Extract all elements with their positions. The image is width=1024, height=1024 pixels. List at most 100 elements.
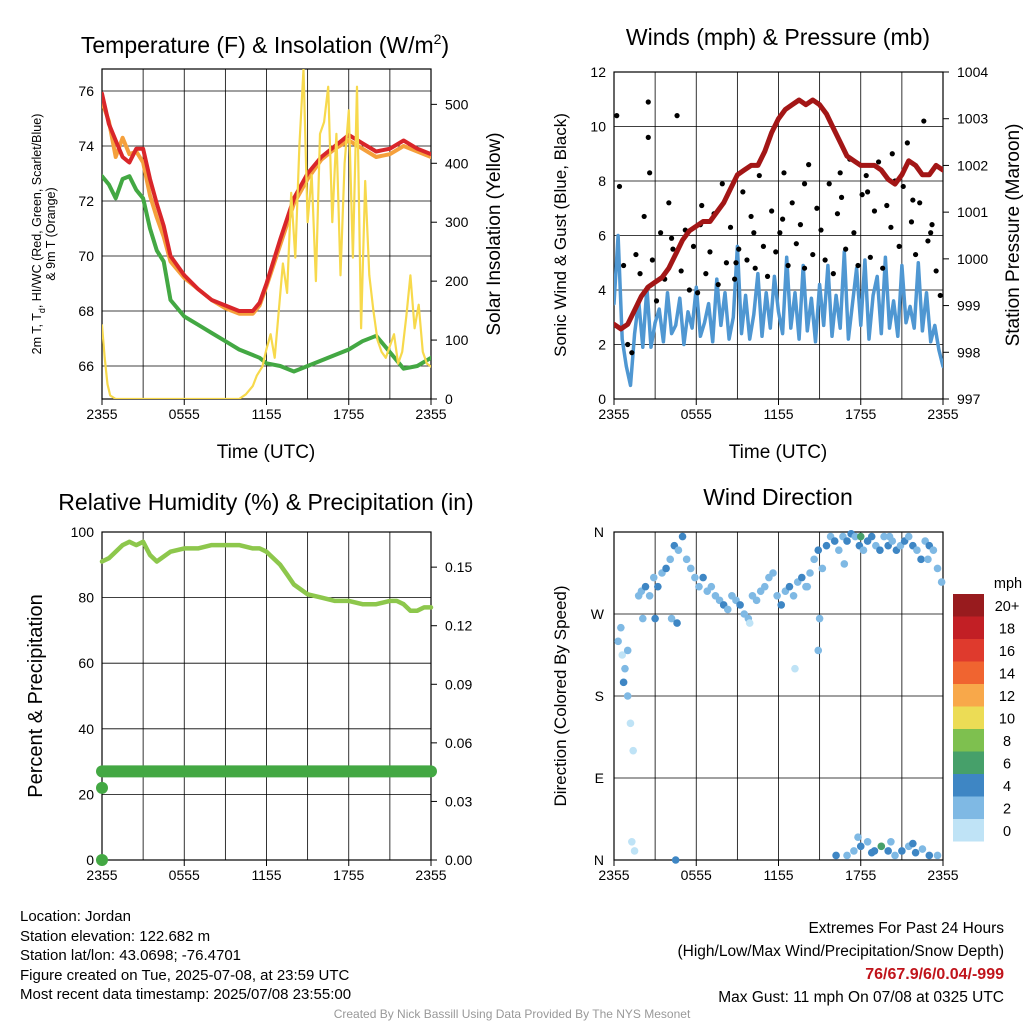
y2-tick-label: 999 <box>957 298 981 314</box>
gust-point <box>789 200 795 206</box>
gust-point <box>797 222 804 228</box>
gust-point <box>670 246 676 252</box>
legend-swatch <box>953 774 984 797</box>
direction-point <box>723 605 732 614</box>
y2-tick-label: 300 <box>445 214 469 230</box>
direction-point <box>674 546 683 555</box>
direction-point <box>791 664 799 673</box>
title-close: ) <box>441 32 449 58</box>
x-tick-label: 1155 <box>763 406 793 422</box>
x-tick-label: 0555 <box>169 406 200 422</box>
direction-point <box>649 573 658 582</box>
station-location: Location: Jordan <box>20 908 131 925</box>
y2-tick-label: 0 <box>445 391 453 407</box>
y2-tick-label: 400 <box>445 155 469 171</box>
y-axis-label: 2m T, Td, HI/WC (Red, Green, Scarlet/Blu… <box>30 114 58 355</box>
gust-point <box>777 230 783 236</box>
direction-point <box>843 537 851 545</box>
y2-tick-label: 200 <box>445 273 469 289</box>
y-tick-label: 10 <box>590 119 606 135</box>
gust-point <box>900 183 906 190</box>
direction-point <box>777 601 786 609</box>
y-tick-label: 70 <box>78 248 94 264</box>
x-tick-label: 1155 <box>251 406 281 422</box>
station-info: Location: Jordan Station elevation: 122.… <box>20 907 351 1005</box>
gust-point <box>781 170 787 176</box>
direction-point <box>666 555 675 564</box>
direction-point <box>867 848 876 857</box>
x-tick-label: 1155 <box>763 867 793 883</box>
direction-point <box>859 546 868 555</box>
legend-label: 16 <box>999 644 1015 660</box>
direction-point <box>818 564 827 573</box>
x-tick-label: 1755 <box>845 406 876 422</box>
gust-point <box>888 224 894 230</box>
gust-point <box>912 251 919 258</box>
extremes-title: Extremes For Past 24 Hours <box>808 920 1004 937</box>
direction-point <box>773 591 781 600</box>
direction-point <box>628 837 636 846</box>
x-tick-label: 1755 <box>333 867 364 883</box>
direction-point <box>699 573 707 582</box>
gust-point <box>875 159 882 165</box>
direction-point <box>917 555 925 564</box>
y2-tick-label: 0.06 <box>445 735 472 751</box>
y2-tick-label: 998 <box>957 344 981 360</box>
gust-point <box>896 243 902 249</box>
y-tick-label: 0 <box>86 852 94 868</box>
y-axis-label: Percent & Precipitation <box>25 594 47 797</box>
gust-point <box>806 162 812 168</box>
direction-point <box>880 532 888 541</box>
x-tick-label: 1755 <box>845 867 876 883</box>
y-tick-label: 80 <box>78 590 94 606</box>
plot-frame <box>613 71 944 400</box>
extremes-values: 76/67.9/6/0.04/-999 <box>865 966 1004 983</box>
gust-point <box>810 251 816 258</box>
y2-tick-label: 500 <box>445 96 469 112</box>
gust-point <box>633 251 639 258</box>
direction-point <box>913 546 921 555</box>
gust-point <box>620 262 627 269</box>
gust-point <box>769 208 775 214</box>
title-superscript: 2 <box>434 31 442 47</box>
direction-point <box>884 847 892 855</box>
direction-point <box>867 532 876 541</box>
wind-series <box>614 97 943 388</box>
direction-point <box>667 614 676 623</box>
gust-point <box>910 197 916 203</box>
y2-tick-label: 1000 <box>957 251 988 267</box>
extremes-description: (High/Low/Max Wind/Precipitation/Snow De… <box>677 943 1005 960</box>
y2-tick-label: 1004 <box>957 64 988 80</box>
y-tick-label: W <box>591 606 605 622</box>
direction-point <box>621 664 629 673</box>
x-tick-label: 2355 <box>415 867 446 883</box>
y2-tick-label: 0.00 <box>445 852 472 868</box>
gust-point <box>686 287 692 293</box>
direction-point <box>629 746 637 755</box>
direction-point <box>638 614 647 623</box>
direction-point <box>798 573 806 582</box>
y2-tick-label: 997 <box>957 391 981 407</box>
direction-point <box>830 537 839 545</box>
y2-tick-label: 100 <box>445 332 469 348</box>
y-tick-label: 12 <box>590 64 606 80</box>
direction-point <box>803 582 812 591</box>
gust-point <box>744 257 750 263</box>
direction-point <box>769 569 777 577</box>
wind-speed-line <box>614 233 943 388</box>
direction-point <box>885 532 894 541</box>
x-tick-label: 0555 <box>169 867 200 883</box>
gust-point <box>917 200 923 206</box>
y-tick-label: N <box>594 852 604 868</box>
gust-point <box>834 211 841 217</box>
x-tick-label: 2355 <box>86 406 117 422</box>
direction-point <box>924 555 932 564</box>
x-tick-label: 2355 <box>598 406 629 422</box>
y-tick-label: 2 <box>598 337 606 353</box>
y-tick-label: 68 <box>78 303 94 319</box>
x-tick-label: 0555 <box>681 406 712 422</box>
gust-point <box>818 227 824 233</box>
gust-point <box>707 249 713 255</box>
gust-point <box>889 151 895 157</box>
direction-point <box>736 601 744 609</box>
